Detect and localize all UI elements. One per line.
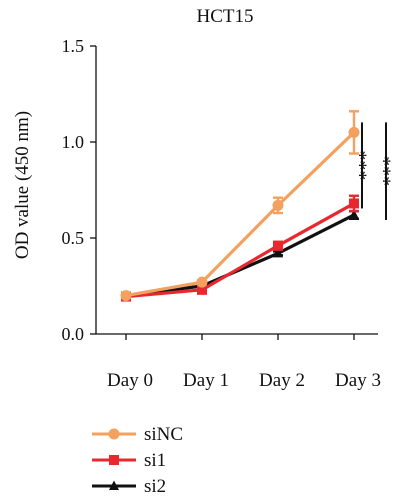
legend-item-siNC: siNC	[92, 424, 183, 445]
legend-label: si1	[144, 450, 166, 471]
legend-marker	[109, 480, 119, 490]
legend-item-si1: si1	[92, 450, 166, 471]
series-line	[125, 131, 356, 298]
y-tick-label: 1.5	[62, 36, 85, 56]
series-si1	[121, 194, 359, 302]
x-ticks: Day 0 Day 1 Day 2 Day 3	[107, 334, 381, 391]
legend-marker	[109, 455, 119, 465]
data-point	[120, 290, 132, 302]
axes	[95, 46, 378, 335]
y-tick-label: 1.0	[62, 132, 85, 152]
data-point	[349, 198, 359, 209]
chart-title: HCT15	[197, 6, 254, 27]
y-tick-label: 0.5	[62, 228, 85, 248]
data-point	[197, 284, 207, 295]
significance-annotations: *** ***	[355, 122, 401, 220]
series-siNC	[120, 110, 360, 302]
x-tick-label: Day 2	[259, 370, 305, 391]
series-line	[125, 213, 355, 298]
data-point	[273, 240, 283, 251]
x-tick-label: Day 3	[335, 370, 381, 391]
y-axis-label: OD value (450 nm)	[12, 111, 33, 259]
data-point	[348, 126, 360, 138]
series-line	[125, 202, 355, 299]
legend-label: siNC	[144, 424, 183, 445]
significance-stars: ***	[379, 156, 401, 186]
legend: siNC si1 si2	[92, 424, 183, 497]
legend-marker	[108, 428, 120, 440]
data-point	[196, 276, 208, 288]
series-layer	[120, 110, 360, 302]
x-tick-label: Day 0	[107, 370, 153, 391]
legend-item-si2: si2	[92, 476, 166, 497]
x-tick-label: Day 1	[183, 370, 229, 391]
data-point	[273, 247, 283, 258]
data-point	[349, 209, 359, 219]
series-si2	[121, 209, 359, 300]
significance-stars: ***	[355, 150, 377, 180]
y-ticks: 0.0 0.5 1.0 1.5	[62, 36, 96, 344]
data-point	[272, 199, 284, 211]
y-tick-label: 0.0	[62, 324, 85, 344]
legend-label: si2	[144, 476, 166, 497]
